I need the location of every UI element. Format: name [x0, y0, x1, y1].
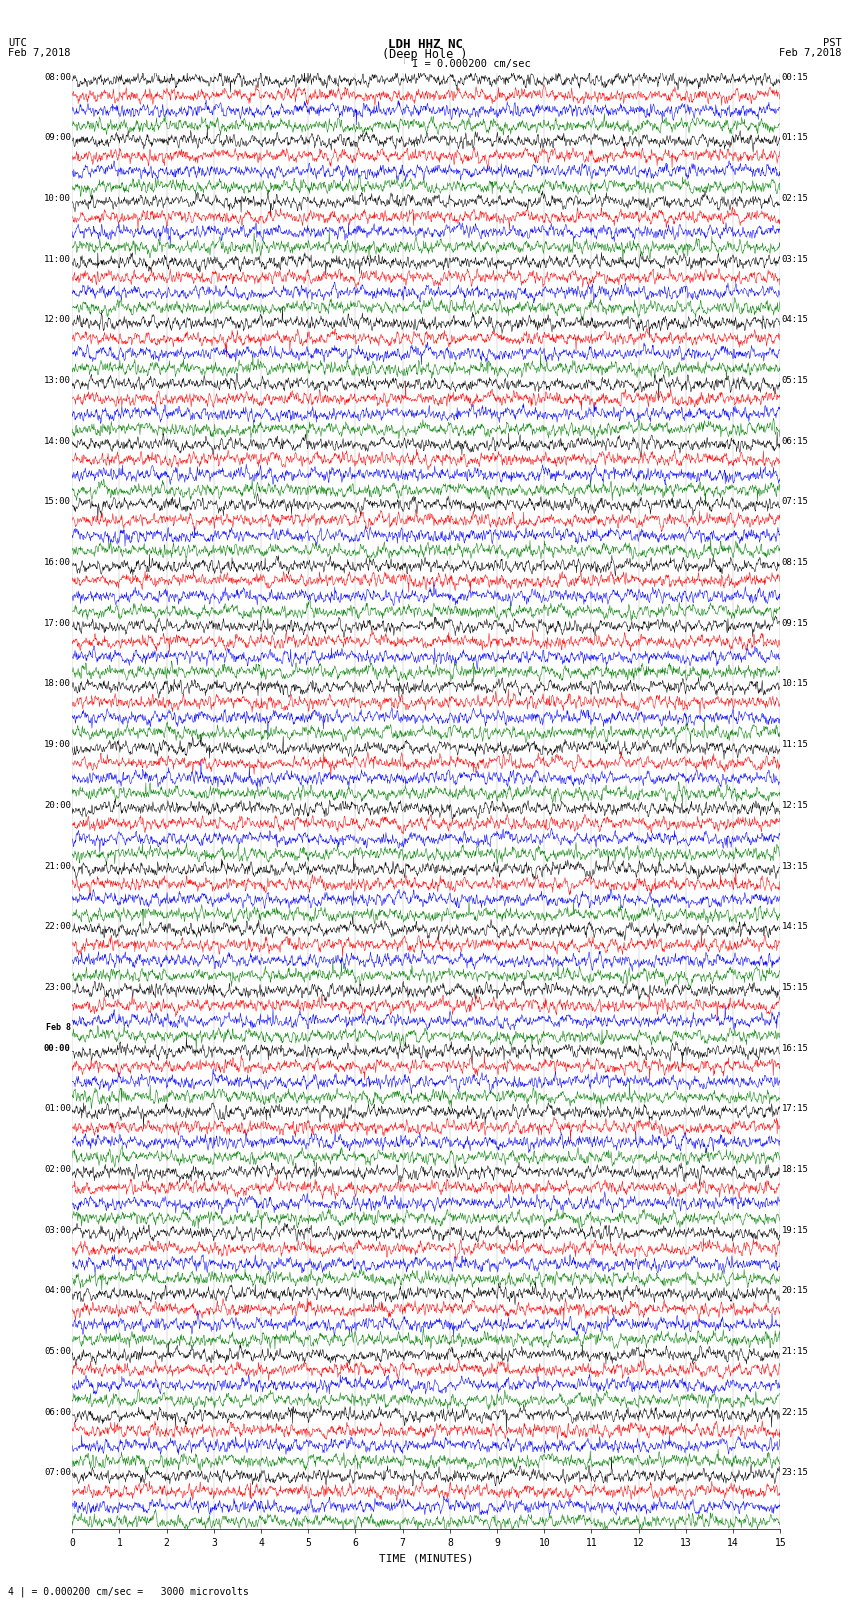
Text: 14:00: 14:00 — [44, 437, 71, 445]
Text: 18:15: 18:15 — [782, 1165, 808, 1174]
Text: 12:15: 12:15 — [782, 802, 808, 810]
X-axis label: TIME (MINUTES): TIME (MINUTES) — [379, 1553, 473, 1563]
Text: 03:15: 03:15 — [782, 255, 808, 263]
Text: 04:00: 04:00 — [44, 1287, 71, 1295]
Text: 21:15: 21:15 — [782, 1347, 808, 1357]
Text: 18:00: 18:00 — [44, 679, 71, 689]
Text: 4 | = 0.000200 cm/sec =   3000 microvolts: 4 | = 0.000200 cm/sec = 3000 microvolts — [8, 1586, 249, 1597]
Text: 00:00: 00:00 — [44, 1044, 71, 1053]
Text: 07:15: 07:15 — [782, 497, 808, 506]
Text: PST: PST — [823, 37, 842, 48]
Text: 07:00: 07:00 — [44, 1468, 71, 1478]
Text: 02:15: 02:15 — [782, 194, 808, 203]
Text: 22:15: 22:15 — [782, 1408, 808, 1416]
Text: 12:00: 12:00 — [44, 316, 71, 324]
Text: 04:15: 04:15 — [782, 316, 808, 324]
Text: 21:00: 21:00 — [44, 861, 71, 871]
Text: Feb 7,2018: Feb 7,2018 — [779, 48, 842, 58]
Text: 10:00: 10:00 — [44, 194, 71, 203]
Text: 11:00: 11:00 — [44, 255, 71, 263]
Text: 05:00: 05:00 — [44, 1347, 71, 1357]
Text: 06:00: 06:00 — [44, 1408, 71, 1416]
Text: 19:15: 19:15 — [782, 1226, 808, 1234]
Text: 06:15: 06:15 — [782, 437, 808, 445]
Text: 15:00: 15:00 — [44, 497, 71, 506]
Text: 14:15: 14:15 — [782, 923, 808, 931]
Text: 11:15: 11:15 — [782, 740, 808, 748]
Text: I = 0.000200 cm/sec: I = 0.000200 cm/sec — [412, 58, 531, 69]
Text: 08:15: 08:15 — [782, 558, 808, 568]
Text: UTC: UTC — [8, 37, 27, 48]
Text: 13:15: 13:15 — [782, 861, 808, 871]
Text: 17:00: 17:00 — [44, 619, 71, 627]
Text: 08:00: 08:00 — [44, 73, 71, 82]
Text: 23:00: 23:00 — [44, 982, 71, 992]
Text: 03:00: 03:00 — [44, 1226, 71, 1234]
Text: 16:15: 16:15 — [782, 1044, 808, 1053]
Text: 13:00: 13:00 — [44, 376, 71, 386]
Text: 01:15: 01:15 — [782, 134, 808, 142]
Text: 23:15: 23:15 — [782, 1468, 808, 1478]
Text: 10:15: 10:15 — [782, 679, 808, 689]
Text: 09:15: 09:15 — [782, 619, 808, 627]
Text: 02:00: 02:00 — [44, 1165, 71, 1174]
Text: (Deep Hole ): (Deep Hole ) — [382, 48, 468, 61]
Text: LDH HHZ NC: LDH HHZ NC — [388, 37, 462, 52]
Text: 22:00: 22:00 — [44, 923, 71, 931]
Text: 20:00: 20:00 — [44, 802, 71, 810]
Text: 05:15: 05:15 — [782, 376, 808, 386]
Text: 15:15: 15:15 — [782, 982, 808, 992]
Text: Feb 7,2018: Feb 7,2018 — [8, 48, 71, 58]
Text: 20:15: 20:15 — [782, 1287, 808, 1295]
Text: 16:00: 16:00 — [44, 558, 71, 568]
Text: 00:15: 00:15 — [782, 73, 808, 82]
Text: Feb 8: Feb 8 — [46, 1023, 71, 1032]
Text: 17:15: 17:15 — [782, 1105, 808, 1113]
Text: 19:00: 19:00 — [44, 740, 71, 748]
Text: 01:00: 01:00 — [44, 1105, 71, 1113]
Text: 09:00: 09:00 — [44, 134, 71, 142]
